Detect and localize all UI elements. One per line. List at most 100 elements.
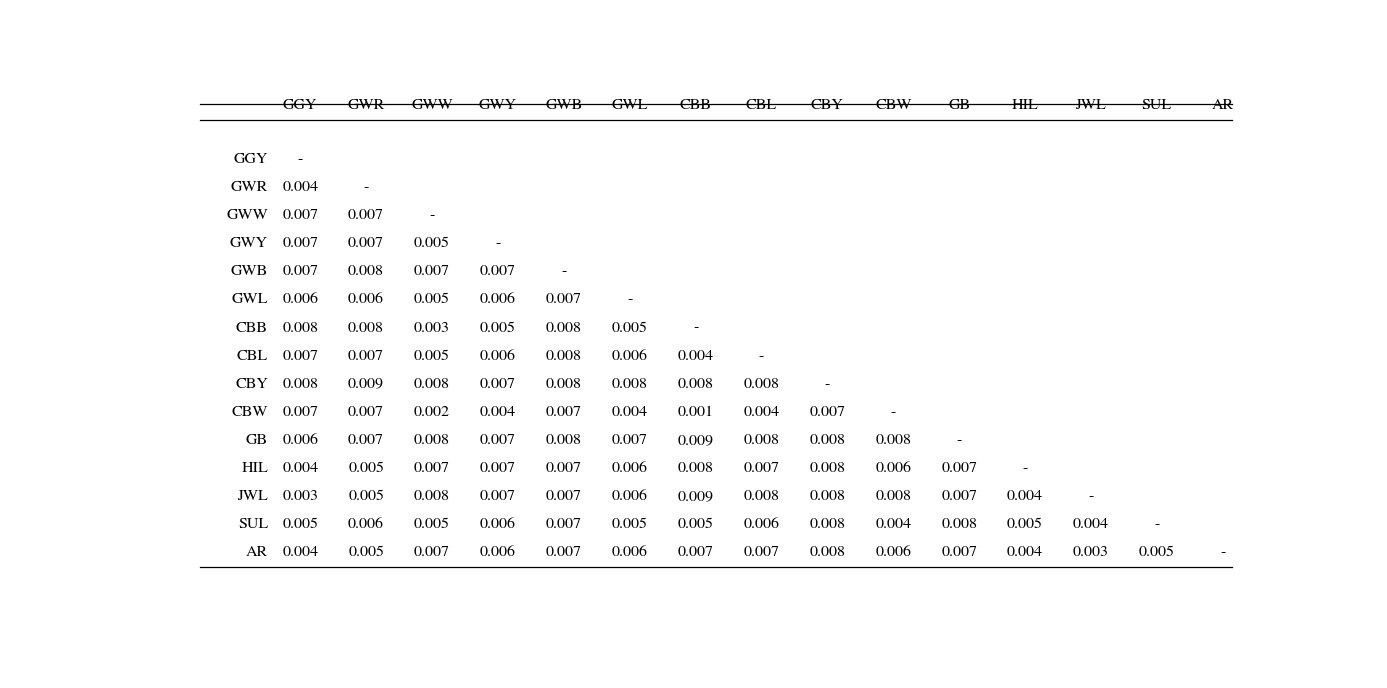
Text: 0.006: 0.006	[875, 546, 911, 559]
Text: GWL: GWL	[232, 293, 268, 306]
Text: CBL: CBL	[237, 350, 268, 363]
Text: 0.006: 0.006	[612, 490, 648, 503]
Text: 0.005: 0.005	[480, 321, 516, 334]
Text: CBY: CBY	[811, 98, 843, 111]
Text: HIL: HIL	[241, 462, 268, 475]
Text: GWB: GWB	[230, 265, 268, 279]
Text: -: -	[298, 153, 302, 166]
Text: -: -	[430, 209, 434, 222]
Text: 0.005: 0.005	[348, 546, 384, 559]
Text: AR: AR	[1212, 98, 1234, 111]
Text: 0.007: 0.007	[348, 237, 384, 250]
Text: 0.008: 0.008	[413, 433, 449, 447]
Text: 0.006: 0.006	[480, 517, 516, 531]
Text: 0.004: 0.004	[875, 517, 911, 531]
Text: 0.005: 0.005	[612, 321, 648, 334]
Text: CBW: CBW	[875, 98, 911, 111]
Text: CBL: CBL	[746, 98, 777, 111]
Text: 0.007: 0.007	[546, 293, 581, 306]
Text: GWR: GWR	[348, 98, 384, 111]
Text: 0.008: 0.008	[348, 265, 384, 279]
Text: 0.009: 0.009	[348, 377, 384, 391]
Text: 0.005: 0.005	[612, 517, 648, 531]
Text: 0.008: 0.008	[875, 433, 911, 447]
Text: 0.005: 0.005	[678, 517, 713, 531]
Text: 0.004: 0.004	[612, 405, 648, 419]
Text: 0.005: 0.005	[1007, 517, 1043, 531]
Text: 0.007: 0.007	[743, 462, 779, 475]
Text: -: -	[825, 377, 829, 391]
Text: 0.006: 0.006	[743, 517, 779, 531]
Text: 0.008: 0.008	[678, 377, 713, 391]
Text: AR: AR	[245, 546, 268, 559]
Text: 0.007: 0.007	[480, 265, 516, 279]
Text: 0.006: 0.006	[612, 546, 648, 559]
Text: 0.007: 0.007	[546, 517, 581, 531]
Text: 0.007: 0.007	[546, 546, 581, 559]
Text: CBW: CBW	[232, 405, 268, 419]
Text: 0.007: 0.007	[480, 462, 516, 475]
Text: 0.008: 0.008	[612, 377, 648, 391]
Text: 0.003: 0.003	[413, 321, 449, 334]
Text: 0.007: 0.007	[413, 462, 449, 475]
Text: -: -	[495, 237, 501, 250]
Text: 0.005: 0.005	[1139, 546, 1175, 559]
Text: 0.006: 0.006	[480, 546, 516, 559]
Text: 0.008: 0.008	[348, 321, 384, 334]
Text: -: -	[1154, 517, 1160, 531]
Text: 0.007: 0.007	[413, 546, 449, 559]
Text: CBY: CBY	[234, 377, 268, 391]
Text: GGY: GGY	[233, 153, 268, 166]
Text: 0.008: 0.008	[282, 377, 318, 391]
Text: SUL: SUL	[237, 517, 268, 531]
Text: GWY: GWY	[230, 237, 268, 250]
Text: 0.005: 0.005	[415, 517, 449, 531]
Text: -: -	[1089, 490, 1093, 503]
Text: 0.009: 0.009	[678, 433, 713, 447]
Text: 0.005: 0.005	[415, 293, 449, 306]
Text: 0.007: 0.007	[413, 265, 449, 279]
Text: 0.003: 0.003	[282, 490, 318, 503]
Text: 0.008: 0.008	[678, 462, 713, 475]
Text: 0.006: 0.006	[612, 350, 648, 363]
Text: 0.007: 0.007	[810, 405, 845, 419]
Text: 0.007: 0.007	[743, 546, 779, 559]
Text: 0.006: 0.006	[480, 293, 516, 306]
Text: 0.007: 0.007	[678, 546, 713, 559]
Text: -: -	[957, 433, 961, 447]
Text: GWW: GWW	[226, 209, 268, 222]
Text: SUL: SUL	[1142, 98, 1172, 111]
Text: 0.008: 0.008	[743, 490, 779, 503]
Text: 0.006: 0.006	[282, 433, 318, 447]
Text: 0.004: 0.004	[282, 546, 318, 559]
Text: GGY: GGY	[283, 98, 318, 111]
Text: 0.007: 0.007	[942, 490, 978, 503]
Text: 0.008: 0.008	[413, 490, 449, 503]
Text: 0.006: 0.006	[282, 293, 318, 306]
Text: 0.008: 0.008	[546, 433, 581, 447]
Text: 0.008: 0.008	[942, 517, 978, 531]
Text: 0.007: 0.007	[348, 350, 384, 363]
Text: 0.001: 0.001	[678, 405, 713, 419]
Text: GWB: GWB	[545, 98, 583, 111]
Text: 0.004: 0.004	[1007, 546, 1043, 559]
Text: -: -	[694, 321, 698, 334]
Text: -: -	[890, 405, 896, 419]
Text: 0.007: 0.007	[282, 405, 318, 419]
Text: 0.006: 0.006	[348, 293, 384, 306]
Text: 0.004: 0.004	[480, 405, 516, 419]
Text: 0.007: 0.007	[348, 433, 384, 447]
Text: 0.008: 0.008	[810, 462, 845, 475]
Text: 0.008: 0.008	[546, 350, 581, 363]
Text: 0.007: 0.007	[546, 462, 581, 475]
Text: -: -	[759, 350, 764, 363]
Text: 0.005: 0.005	[348, 490, 384, 503]
Text: GWY: GWY	[479, 98, 517, 111]
Text: GWL: GWL	[612, 98, 648, 111]
Text: 0.008: 0.008	[282, 321, 318, 334]
Text: 0.007: 0.007	[282, 265, 318, 279]
Text: 0.005: 0.005	[348, 462, 384, 475]
Text: 0.005: 0.005	[283, 517, 318, 531]
Text: 0.007: 0.007	[546, 490, 581, 503]
Text: 0.008: 0.008	[810, 433, 845, 447]
